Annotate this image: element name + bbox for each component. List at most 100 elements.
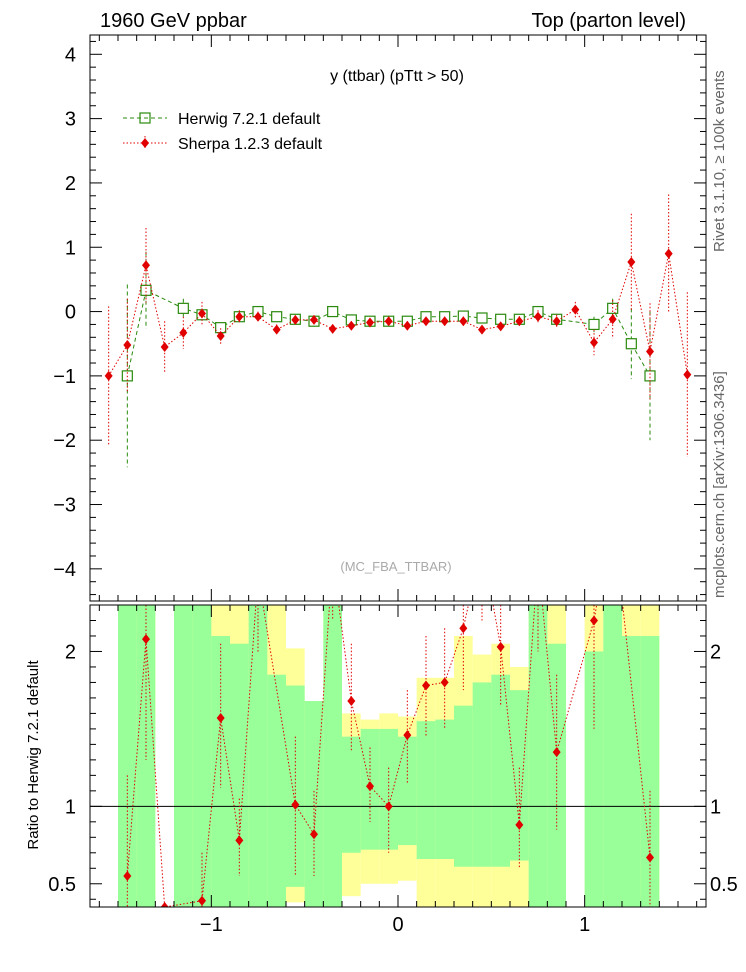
ratio-data-point: [329, 554, 337, 564]
main-ytick-label: 2: [65, 173, 76, 195]
ratio-data-point: [440, 677, 449, 688]
ratio-band-1sigma: [603, 605, 622, 907]
herwig-data-point: [476, 312, 488, 324]
ratio-data-point: [310, 829, 318, 840]
ratio-data-point: [198, 895, 206, 906]
herwig-data-point: [644, 370, 656, 382]
ratio-data-point: [496, 641, 505, 652]
sherpa-data-point: [646, 346, 654, 357]
ratio-band-1sigma: [174, 605, 193, 907]
ratio-data-point: [646, 852, 654, 863]
sherpa-data-point: [328, 323, 337, 334]
legend-marker-sherpa: [141, 138, 149, 148]
herwig-data-point: [625, 338, 637, 350]
ratio-xtick-label: 0: [392, 914, 403, 936]
ratio-band-1sigma: [398, 736, 417, 846]
ratio-ytick-label-right: 0.5: [710, 874, 738, 896]
herwig-data-point: [271, 311, 283, 323]
sherpa-data-point: [496, 321, 505, 332]
sherpa-data-point: [683, 369, 692, 380]
main-plot-panel: −4 −3 −2 −1 0 1 2 3 4 y (ttbar) (pTtt > 50) (MC_…: [53, 34, 707, 602]
herwig-data-point: [588, 318, 600, 331]
analysis-watermark: (MC_FBA_TTBAR): [340, 559, 451, 574]
ratio-band-1sigma: [547, 643, 566, 907]
main-ytick-label: 3: [65, 109, 76, 131]
ratio-data-point: [403, 730, 412, 741]
ratio-data-point: [422, 680, 430, 691]
ratio-band-1sigma: [211, 635, 230, 907]
sherpa-data-point: [552, 316, 561, 327]
legend: Herwig 7.2.1 default Sherpa 1.2.3 defaul…: [123, 111, 323, 153]
ratio-band-1sigma: [304, 701, 324, 907]
sherpa-data-point: [198, 308, 206, 319]
ratio-data-point: [160, 902, 169, 907]
sherpa-data-point: [272, 324, 281, 335]
sherpa-data-point: [515, 316, 524, 327]
ratio-data-point: [142, 634, 150, 645]
sherpa-data-point: [627, 257, 636, 268]
ratio-ytick-label: 0.5: [48, 874, 76, 896]
ratio-data-point: [366, 781, 374, 792]
ratio-ytick-label: 1: [65, 796, 76, 818]
sherpa-data-point: [216, 331, 225, 342]
ratio-band-1sigma: [640, 635, 660, 907]
sherpa-data-point: [142, 260, 150, 271]
sherpa-data-point: [366, 317, 374, 328]
ratio-band-1sigma: [416, 721, 436, 859]
sherpa-data-point: [179, 327, 188, 338]
ratio-data-point: [534, 554, 542, 564]
herwig-data-point: [327, 305, 339, 318]
main-ytick-label: −4: [53, 559, 76, 581]
sherpa-data-point: [123, 340, 132, 351]
main-ytick-label: −1: [53, 366, 76, 388]
ratio-y-axis-label: Ratio to Herwig 7.2.1 default: [25, 660, 42, 850]
ratio-band-1sigma: [267, 674, 286, 907]
sherpa-data-point: [384, 316, 393, 327]
sherpa-data-point: [291, 314, 300, 325]
ratio-xtick-label: 1: [579, 914, 590, 936]
ratio-band-1sigma: [323, 605, 342, 907]
sherpa-data-point: [422, 316, 430, 327]
herwig-data-point: [140, 284, 152, 296]
ratio-data-point: [347, 696, 356, 707]
sherpa-data-point: [440, 316, 449, 327]
ratio-band-1sigma: [528, 605, 548, 907]
ratio-band-1sigma: [342, 736, 361, 853]
mcplots-label: mcplots.cern.ch [arXiv:1306.3436]: [711, 371, 728, 598]
legend-label-herwig: Herwig 7.2.1 default: [178, 111, 321, 128]
main-ytick-label: 0: [65, 302, 76, 324]
main-ytick-label: 4: [65, 44, 76, 66]
ratio-band-1sigma: [472, 682, 492, 867]
ratio-band-1sigma: [230, 643, 249, 907]
ratio-band-1sigma: [192, 605, 212, 907]
header-left: 1960 GeV ppbar: [100, 10, 247, 32]
ratio-data-point: [515, 819, 524, 830]
ratio-ytick-label-right: 2: [710, 641, 721, 663]
sherpa-data-point: [459, 316, 468, 327]
sherpa-data-point: [608, 314, 617, 325]
ratio-ytick-label: 2: [65, 641, 76, 663]
sherpa-data-point: [664, 248, 673, 259]
ratio-band-1sigma: [491, 674, 510, 867]
sherpa-data-point: [310, 314, 318, 325]
ratio-plot-panel: 0.5 0.5 1 1 2 2 −1 0 1 Ratio to Herwig 7.2.1 def…: [25, 538, 738, 936]
main-ytick-label: −2: [53, 430, 76, 452]
sherpa-data-point: [347, 320, 356, 331]
sherpa-data-point: [254, 311, 262, 322]
ratio-band-1sigma: [454, 705, 473, 867]
ratio-ytick-label-right: 1: [710, 796, 721, 818]
main-ytick-label: −3: [53, 495, 76, 517]
sherpa-series-line: [108, 253, 688, 377]
sherpa-data-point: [104, 370, 113, 381]
sherpa-data-point: [235, 311, 244, 322]
ratio-data-point: [291, 799, 300, 810]
ratio-xtick-label: −1: [200, 914, 223, 936]
herwig-series-line: [126, 289, 651, 377]
ratio-data-point: [478, 538, 486, 548]
sherpa-data-point: [571, 304, 580, 315]
herwig-data-point: [177, 302, 189, 314]
ratio-band-1sigma: [584, 651, 604, 907]
legend-label-sherpa: Sherpa 1.2.3 default: [178, 136, 323, 153]
ratio-band-1sigma: [248, 605, 268, 907]
ratio-data-point: [552, 747, 561, 758]
